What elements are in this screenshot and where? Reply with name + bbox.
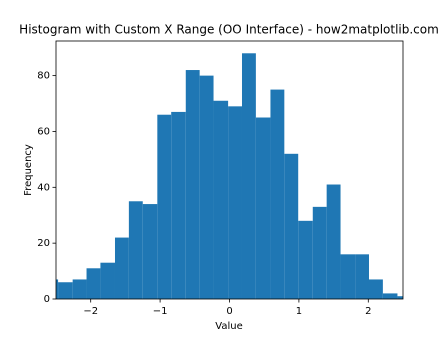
bar <box>355 254 369 299</box>
y-tick-label: 60 <box>37 126 50 137</box>
bars <box>56 53 403 299</box>
x-tick-label: 0 <box>226 306 232 317</box>
bar <box>128 201 143 299</box>
bar <box>56 279 59 299</box>
bar <box>312 206 327 299</box>
bar <box>199 75 214 299</box>
bar <box>86 268 101 299</box>
bar <box>72 279 87 299</box>
x-axis-label: Value <box>215 321 242 332</box>
bar <box>171 111 186 299</box>
y-tick-label: 40 <box>37 182 50 193</box>
x-tick-label: 1 <box>296 306 302 317</box>
bar <box>382 293 398 299</box>
bar <box>284 153 299 299</box>
y-tick-label: 80 <box>37 71 50 82</box>
bar <box>185 70 200 299</box>
bar <box>270 89 285 299</box>
x-tick-label: 2 <box>365 306 371 317</box>
bar <box>228 106 242 299</box>
bar <box>157 114 172 299</box>
y-tick-label: 0 <box>44 294 50 305</box>
bar <box>114 237 129 299</box>
y-tick-label: 20 <box>37 238 50 249</box>
x-tick-label: −1 <box>153 306 168 317</box>
bar <box>397 296 403 299</box>
y-axis-label: Frequency <box>23 144 34 196</box>
bar <box>241 53 256 299</box>
bar <box>213 100 229 299</box>
bar <box>100 262 115 299</box>
bar <box>255 117 271 299</box>
bar <box>340 254 356 299</box>
bar <box>326 184 341 299</box>
chart-title: Histogram with Custom X Range (OO Interf… <box>19 23 439 37</box>
bar <box>142 204 158 299</box>
bar <box>368 279 383 299</box>
bar <box>58 282 73 299</box>
bar <box>298 220 313 299</box>
x-tick-label: −2 <box>83 306 98 317</box>
